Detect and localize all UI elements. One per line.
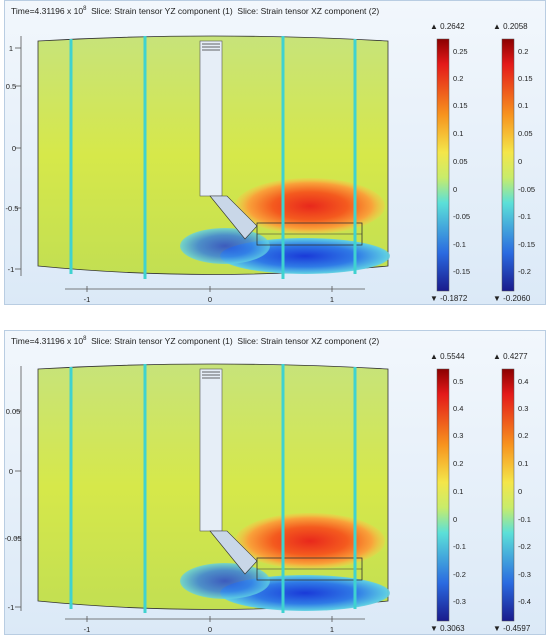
colorbar-max-label: ▲ 0.2642 — [430, 22, 465, 31]
colorbar-tick: 0 — [453, 515, 457, 524]
colorbar-tick: 0.25 — [453, 47, 468, 56]
plot-graphics[interactable]: 0.05 0 -0.05 -1 -1 0 1 — [5, 331, 546, 635]
slice-label: Slice: Strain tensor YZ component (1) Sl… — [86, 336, 380, 346]
colorbar-tick: 0.1 — [518, 101, 528, 110]
plot-panel-2: Time=4.31196 x 108 Slice: Strain tensor … — [4, 330, 546, 635]
colorbar-tick: 0.4 — [453, 404, 463, 413]
plot-header: Time=4.31196 x 108 Slice: Strain tensor … — [11, 336, 379, 346]
colorbar-2: 0.4 0.3 0.2 0.1 0 -0.1 -0.2 -0.3 -0.4 — [501, 368, 531, 622]
colorbar-tick: 0.1 — [518, 459, 528, 468]
colorbar-tick: -0.05 — [453, 212, 470, 221]
colorbar-tick: 0.2 — [518, 431, 528, 440]
colorbar-tick: 0.05 — [453, 157, 468, 166]
colorbar-tick: -0.1 — [453, 542, 466, 551]
colorbar-tick: 0.2 — [518, 47, 528, 56]
colorbar-2: 0.2 0.15 0.1 0.05 0 -0.05 -0.1 -0.15 -0.… — [501, 38, 535, 292]
colorbar-tick: 0.15 — [453, 101, 468, 110]
x-tick: -1 — [84, 625, 91, 634]
y-tick: -0.5 — [6, 204, 19, 213]
time-exponent: 8 — [83, 336, 87, 343]
strain-field — [37, 363, 390, 613]
colorbar-tick: -0.2 — [518, 267, 531, 276]
colorbar-tick: -0.05 — [518, 185, 535, 194]
colorbar-tick: -0.3 — [453, 597, 466, 606]
strain-field — [37, 35, 390, 279]
y-tick: 0.5 — [6, 82, 16, 91]
x-tick: 0 — [208, 625, 212, 634]
colorbar-tick: 0.15 — [518, 74, 533, 83]
colorbar-tick: -0.15 — [453, 267, 470, 276]
colorbar-tick: 0.4 — [518, 377, 528, 386]
y-tick: -0.05 — [5, 534, 22, 543]
slice-label: Slice: Strain tensor YZ component (1) Sl… — [86, 6, 380, 16]
colorbar-max-label: ▲ 0.5544 — [430, 352, 465, 361]
y-tick: 0.05 — [6, 407, 21, 416]
y-tick: 1 — [9, 44, 13, 53]
colorbar-tick: 0.3 — [453, 431, 463, 440]
colorbar-tick: 0.05 — [518, 129, 533, 138]
plot-panel-1: Time=4.31196 x 108 Slice: Strain tensor … — [4, 0, 546, 305]
colorbar-tick: 0.1 — [453, 129, 463, 138]
colorbar-tick: 0.2 — [453, 74, 463, 83]
colorbar-min-label: ▼ 0.3063 — [430, 624, 465, 633]
colorbar-min-label: ▼ -0.2060 — [493, 294, 531, 303]
colorbar-tick: 0 — [518, 157, 522, 166]
y-tick: 0 — [12, 144, 16, 153]
colorbar-tick: 0.2 — [453, 459, 463, 468]
colorbar-min-label: ▼ -0.4597 — [493, 624, 531, 633]
colorbar-max-label: ▲ 0.4277 — [493, 352, 528, 361]
colorbar-min-label: ▼ -0.1872 — [430, 294, 468, 303]
time-label: Time=4.31196 x 10 — [11, 336, 84, 346]
time-exponent: 8 — [83, 6, 87, 13]
plot-graphics[interactable]: 1 0.5 0 -0.5 -1 -1 0 1 — [5, 1, 546, 305]
colorbar-tick: -0.3 — [518, 570, 531, 579]
colorbar-max-label: ▲ 0.2058 — [493, 22, 528, 31]
colorbar-tick: -0.2 — [453, 570, 466, 579]
colorbar-tick: -0.15 — [518, 240, 535, 249]
colorbar-tick: -0.2 — [518, 542, 531, 551]
y-tick: -1 — [8, 265, 15, 274]
colorbar-1: 0.25 0.2 0.15 0.1 0.05 0 -0.05 -0.1 -0.1… — [436, 38, 470, 292]
x-tick: 0 — [208, 295, 212, 304]
colorbar-tick: 0.5 — [453, 377, 463, 386]
time-label: Time=4.31196 x 10 — [11, 6, 84, 16]
x-tick: 1 — [330, 295, 334, 304]
colorbar-1: 0.5 0.4 0.3 0.2 0.1 0 -0.1 -0.2 -0.3 — [436, 368, 466, 622]
y-tick: -1 — [8, 603, 15, 612]
colorbar-tick: -0.1 — [453, 240, 466, 249]
x-tick: 1 — [330, 625, 334, 634]
colorbar-tick: 0 — [518, 487, 522, 496]
colorbar-tick: -0.1 — [518, 515, 531, 524]
colorbar-tick: -0.4 — [518, 597, 531, 606]
colorbar-tick: -0.1 — [518, 212, 531, 221]
plot-header: Time=4.31196 x 108 Slice: Strain tensor … — [11, 6, 379, 16]
x-tick: -1 — [84, 295, 91, 304]
colorbar-tick: 0.1 — [453, 487, 463, 496]
y-tick: 0 — [9, 467, 13, 476]
colorbar-tick: 0 — [453, 185, 457, 194]
colorbar-tick: 0.3 — [518, 404, 528, 413]
